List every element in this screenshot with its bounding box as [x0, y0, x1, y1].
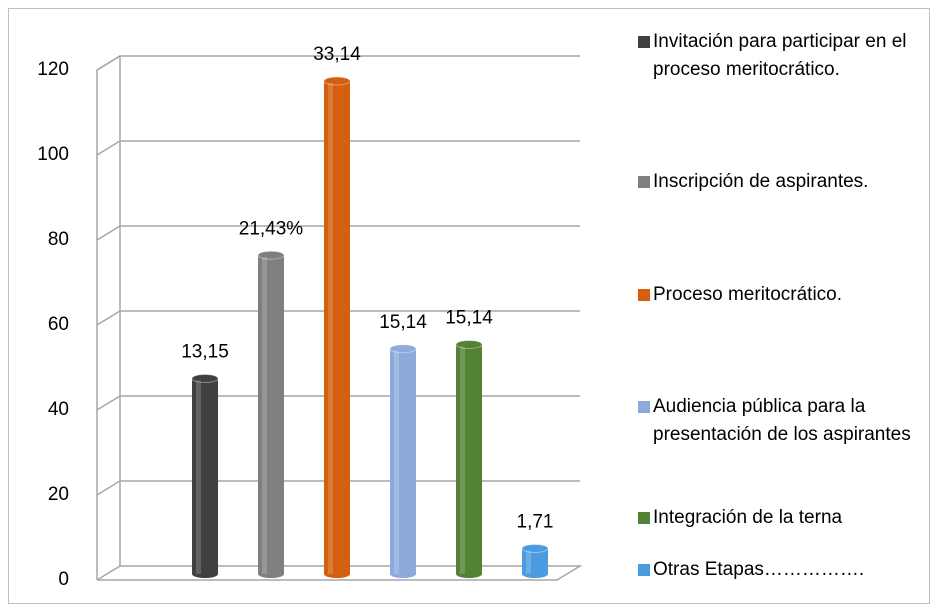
y-tick-label: 80 — [48, 229, 69, 250]
bar-body — [192, 378, 218, 578]
bar-body — [258, 255, 284, 578]
legend-label: Inscripción de aspirantes. — [653, 171, 869, 192]
legend-label: Otras Etapas……………. — [653, 559, 865, 580]
data-label: 15,14 — [379, 312, 427, 333]
legend-label: Proceso meritocrático. — [653, 284, 843, 305]
bar-top — [389, 344, 417, 354]
bar — [389, 344, 417, 578]
grid-line — [96, 55, 580, 71]
bar-shine — [394, 350, 399, 574]
chart-frame — [8, 8, 930, 604]
bar-top — [191, 374, 219, 383]
legend-swatch — [638, 401, 650, 413]
bar — [521, 544, 549, 578]
legend-label: Invitación para participar en el proceso… — [653, 31, 907, 80]
data-label: 21,43% — [239, 218, 304, 239]
y-tick-label: 40 — [48, 399, 69, 420]
bar-shine — [460, 346, 465, 574]
bar-body — [522, 548, 548, 578]
legend-swatch — [638, 564, 650, 576]
legend-swatch — [638, 512, 650, 524]
y-tick-label: 20 — [48, 484, 69, 505]
legend-swatch — [638, 289, 650, 301]
data-label: 15,14 — [445, 308, 493, 329]
bar-body — [456, 344, 482, 578]
grid-line — [96, 140, 580, 156]
grid-line — [96, 395, 580, 411]
grid-line — [96, 225, 580, 241]
y-tick-label: 100 — [37, 144, 69, 165]
bar-body — [324, 81, 350, 578]
data-label: 1,71 — [517, 512, 554, 533]
bar-body — [390, 348, 416, 578]
bar — [323, 76, 351, 578]
bar-shine — [526, 550, 531, 574]
legend-swatch — [638, 36, 650, 48]
grid-line — [96, 480, 580, 496]
y-tick-label: 60 — [48, 314, 69, 335]
data-label: 13,15 — [181, 342, 229, 363]
bar-top — [521, 544, 549, 553]
bar-shine — [328, 83, 333, 574]
bar — [257, 250, 285, 578]
bar — [191, 374, 219, 578]
legend-swatch — [638, 176, 650, 188]
bar — [455, 340, 483, 578]
legend-label: Audiencia pública para la presentación d… — [653, 396, 911, 445]
bar-top — [257, 250, 285, 260]
data-label: 33,14 — [313, 44, 361, 65]
bar-top — [455, 340, 483, 349]
bar-shine — [196, 380, 201, 574]
bar-top — [323, 76, 351, 86]
bar-shine — [262, 257, 267, 574]
y-tick-label: 120 — [37, 59, 69, 80]
grid-line — [96, 565, 583, 581]
y-tick-label: 0 — [58, 569, 69, 590]
legend-label: Integración de la terna — [653, 507, 843, 528]
grid-line — [96, 310, 580, 326]
